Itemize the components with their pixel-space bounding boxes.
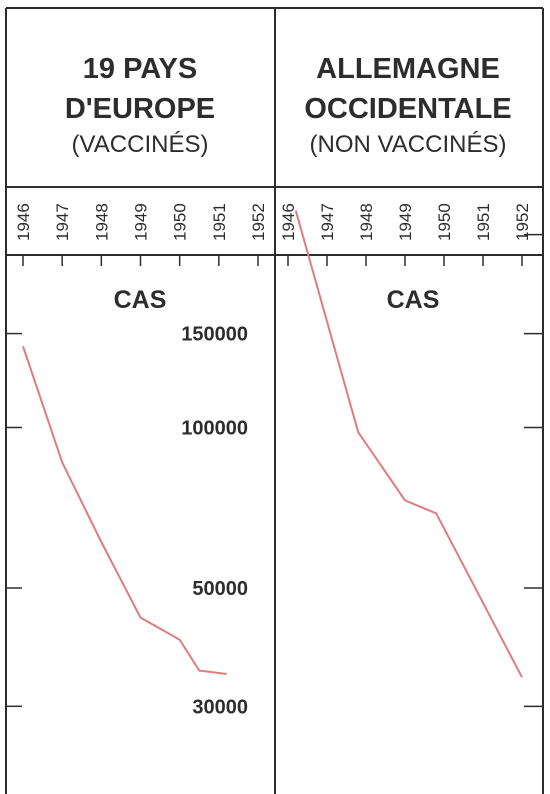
x-tick-label-1948: 1948 — [357, 203, 376, 241]
right-y-axis-label: CAS — [387, 286, 440, 314]
left-title-line-1: 19 PAYS — [83, 53, 197, 85]
right-title-line-1: ALLEMAGNE — [316, 53, 500, 85]
y-tick-label-150000: 150000 — [181, 324, 248, 346]
x-tick-label-1951: 1951 — [210, 203, 229, 241]
x-tick-label-1950: 1950 — [435, 203, 454, 241]
x-tick-label-1947: 1947 — [318, 203, 337, 241]
y-tick-label-50000: 50000 — [192, 578, 248, 600]
data-line-left — [22, 345, 227, 675]
left-title-line-3: (VACCINÉS) — [72, 131, 209, 158]
right-title-line-3: (NON VACCINÉS) — [310, 131, 507, 158]
x-tick-label-1949: 1949 — [396, 203, 415, 241]
x-tick-label-1950: 1950 — [171, 203, 190, 241]
x-tick-label-1946: 1946 — [14, 203, 33, 241]
data-line-right — [294, 210, 523, 678]
x-tick-label-1952: 1952 — [513, 203, 532, 241]
y-tick-label-100000: 100000 — [181, 417, 248, 439]
left-y-axis-label: CAS — [114, 286, 167, 314]
x-tick-label-1947: 1947 — [53, 203, 72, 241]
left-title-line-2: D'EUROPE — [65, 93, 215, 125]
right-title-line-2: OCCIDENTALE — [304, 93, 511, 125]
x-tick-label-1946: 1946 — [279, 203, 298, 241]
x-tick-label-1949: 1949 — [132, 203, 151, 241]
x-tick-label-1948: 1948 — [92, 203, 111, 241]
chart-marks: 1946 1947 1948 1949 1950 1951 1952 1946 1947 1948… — [6, 203, 543, 718]
x-tick-label-1951: 1951 — [474, 203, 493, 241]
x-tick-label-1952: 1952 — [249, 203, 268, 241]
y-tick-label-30000: 30000 — [192, 696, 248, 718]
